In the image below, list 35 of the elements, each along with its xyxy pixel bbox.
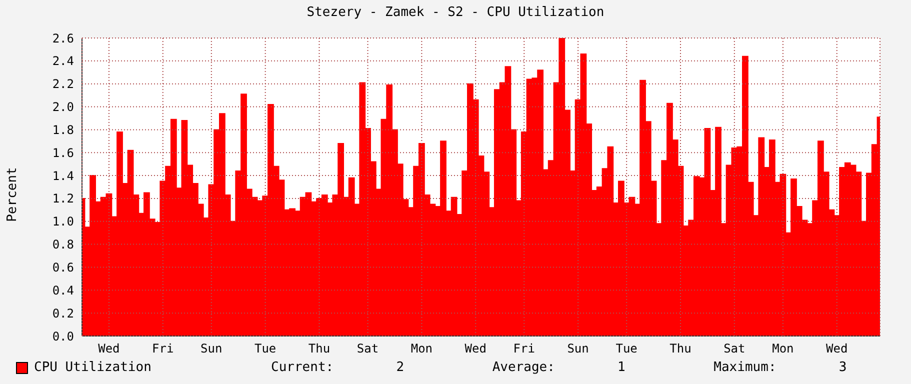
x-tick-label: Tue bbox=[254, 342, 276, 356]
x-tick-label: Thu bbox=[308, 342, 330, 356]
x-tick-label: Wed bbox=[464, 342, 486, 356]
y-tick-label: 0.2 bbox=[52, 306, 74, 320]
y-tick-label: 2.6 bbox=[52, 31, 74, 46]
x-tick-label: Sat bbox=[356, 342, 379, 356]
y-tick-label: 0.8 bbox=[52, 238, 74, 252]
x-tick-label: Mon bbox=[772, 342, 794, 356]
x-tick-label: Sat bbox=[724, 342, 746, 356]
series-label: CPU Utilization bbox=[33, 360, 152, 375]
y-tick-label: 2.0 bbox=[52, 100, 74, 114]
text: Current: 2 bbox=[271, 360, 406, 375]
y-tick-label: 0.4 bbox=[52, 283, 74, 298]
x-tick-label: Fri bbox=[513, 342, 535, 356]
x-tick-label: Tue bbox=[616, 342, 638, 356]
x-tick-label: Sun bbox=[567, 342, 589, 356]
y-tick-label: 0.6 bbox=[52, 260, 74, 274]
y-tick-label: 2.4 bbox=[52, 54, 74, 68]
text: Average: 1 bbox=[491, 360, 626, 375]
y-tick-label: 1.0 bbox=[52, 214, 74, 229]
x-tick-label: Fri bbox=[152, 342, 174, 356]
x-tick-label: Thu bbox=[670, 342, 692, 356]
y-axis-title: Percent bbox=[4, 167, 20, 222]
x-tick-label: Sun bbox=[200, 342, 222, 356]
y-tick-label: 1.2 bbox=[52, 192, 74, 206]
x-tick-label: Wed bbox=[826, 342, 848, 356]
x-tick-label: Wed bbox=[98, 342, 120, 356]
y-tick-label: 1.4 bbox=[52, 168, 74, 183]
text: Maximum: 3 bbox=[712, 360, 848, 375]
y-tick-label: 1.8 bbox=[52, 122, 74, 137]
x-tick-label: Mon bbox=[410, 342, 433, 356]
y-tick-label: 0.0 bbox=[52, 329, 74, 344]
y-tick-label: 2.2 bbox=[52, 77, 74, 92]
chart-title: Stezery - Zamek - S2 - CPU Utilization bbox=[306, 5, 606, 20]
y-tick-label: 1.6 bbox=[52, 146, 74, 160]
